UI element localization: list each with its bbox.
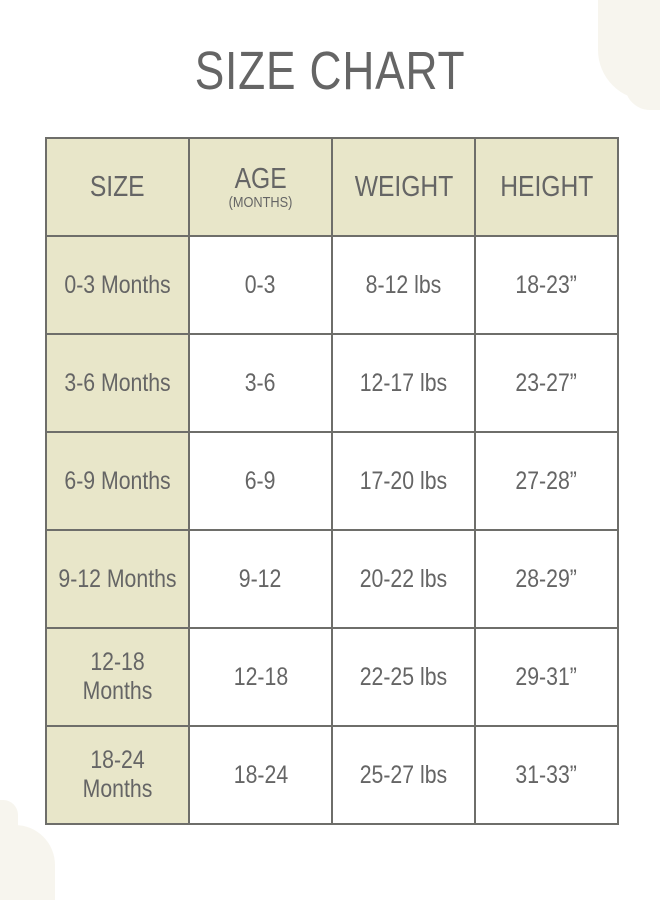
- cell-text: 28-29”: [515, 564, 578, 593]
- cell-text: 0-3: [245, 270, 276, 299]
- cell-size: 12-18 Months: [45, 627, 190, 727]
- cell-height: 23-27”: [474, 333, 619, 433]
- decorative-flower-bottom-left-petal: [0, 800, 18, 840]
- cell-size: 3-6 Months: [45, 333, 190, 433]
- cell-height: 29-31”: [474, 627, 619, 727]
- cell-text: 9-12: [239, 564, 282, 593]
- cell-weight: 17-20 lbs: [331, 431, 476, 531]
- cell-text: 23-27”: [515, 368, 578, 397]
- table-row: 3-6 Months 3-6 12-17 lbs 23-27”: [45, 333, 619, 433]
- table-row: 12-18 Months 12-18 22-25 lbs 29-31”: [45, 627, 619, 727]
- cell-weight: 8-12 lbs: [331, 235, 476, 335]
- header-weight: WEIGHT: [331, 137, 476, 237]
- header-size: SIZE: [45, 137, 190, 237]
- cell-height: 28-29”: [474, 529, 619, 629]
- cell-text: 18-23”: [515, 270, 578, 299]
- cell-age: 6-9: [188, 431, 333, 531]
- cell-age: 12-18: [188, 627, 333, 727]
- cell-height: 18-23”: [474, 235, 619, 335]
- cell-size: 0-3 Months: [45, 235, 190, 335]
- table-row: 0-3 Months 0-3 8-12 lbs 18-23”: [45, 235, 619, 335]
- cell-text: 25-27 lbs: [359, 760, 448, 789]
- cell-age: 9-12: [188, 529, 333, 629]
- cell-text: 12-17 lbs: [359, 368, 448, 397]
- cell-text: 9-12 Months: [58, 564, 177, 593]
- header-height: HEIGHT: [474, 137, 619, 237]
- cell-weight: 22-25 lbs: [331, 627, 476, 727]
- cell-weight: 12-17 lbs: [331, 333, 476, 433]
- table-row: 6-9 Months 6-9 17-20 lbs 27-28”: [45, 431, 619, 531]
- cell-text: 22-25 lbs: [359, 662, 448, 691]
- cell-text: 0-3 Months: [64, 270, 171, 299]
- cell-age: 3-6: [188, 333, 333, 433]
- cell-text: 6-9: [245, 466, 276, 495]
- cell-size: 18-24 Months: [45, 725, 190, 825]
- cell-age: 0-3: [188, 235, 333, 335]
- cell-weight: 20-22 lbs: [331, 529, 476, 629]
- cell-text: 8-12 lbs: [365, 270, 442, 299]
- cell-text: 18-24: [233, 760, 288, 789]
- cell-text: 12-18 Months: [82, 648, 153, 705]
- cell-text: 6-9 Months: [64, 466, 171, 495]
- table-row: 18-24 Months 18-24 25-27 lbs 31-33”: [45, 725, 619, 825]
- cell-text: 20-22 lbs: [359, 564, 448, 593]
- size-chart-table: SIZE AGE (MONTHS) WEIGHT HEIGHT 0-3 Month…: [45, 137, 619, 825]
- cell-text: 18-24 Months: [82, 746, 153, 803]
- cell-text: 31-33”: [515, 760, 578, 789]
- decorative-flower-top-right-petal: [625, 60, 660, 110]
- header-age: AGE (MONTHS): [188, 137, 333, 237]
- page-title: SIZE CHART: [194, 41, 466, 101]
- cell-size: 6-9 Months: [45, 431, 190, 531]
- header-row: SIZE AGE (MONTHS) WEIGHT HEIGHT: [45, 137, 619, 237]
- cell-weight: 25-27 lbs: [331, 725, 476, 825]
- cell-text: 27-28”: [515, 466, 578, 495]
- header-age-sub: (MONTHS): [228, 194, 293, 211]
- cell-height: 31-33”: [474, 725, 619, 825]
- cell-text: 3-6: [245, 368, 276, 397]
- cell-age: 18-24: [188, 725, 333, 825]
- table-row: 9-12 Months 9-12 20-22 lbs 28-29”: [45, 529, 619, 629]
- cell-text: 17-20 lbs: [359, 466, 448, 495]
- cell-size: 9-12 Months: [45, 529, 190, 629]
- cell-text: 29-31”: [515, 662, 578, 691]
- cell-text: 3-6 Months: [64, 368, 171, 397]
- cell-height: 27-28”: [474, 431, 619, 531]
- cell-text: 12-18: [233, 662, 288, 691]
